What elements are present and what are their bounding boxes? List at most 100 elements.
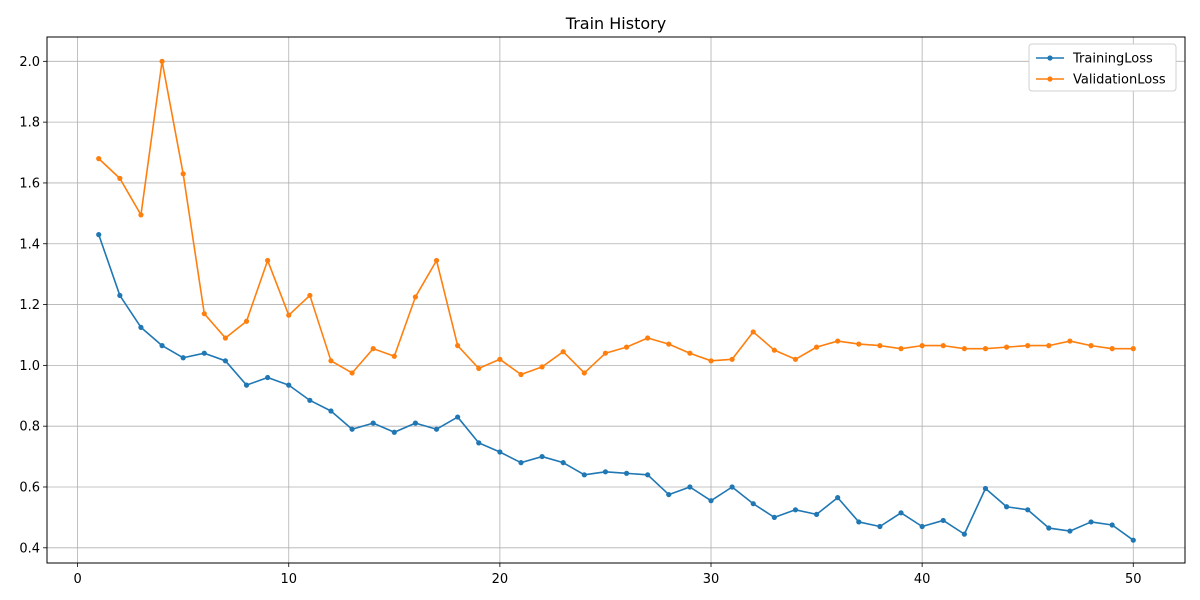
series-validationloss bbox=[96, 58, 1136, 378]
data-point bbox=[581, 370, 587, 376]
data-point bbox=[222, 358, 229, 364]
data-point bbox=[159, 58, 165, 64]
data-point bbox=[623, 344, 630, 350]
data-point bbox=[307, 292, 313, 299]
data-point bbox=[433, 426, 440, 432]
data-point bbox=[1046, 343, 1052, 349]
axis-layer: 0 10 20 30 40 50 0.4 0.6 0.8 1.0 1.2 1.4 1.6 1.8 2.0 bbox=[19, 55, 1141, 587]
data-point bbox=[1109, 522, 1115, 528]
data-point bbox=[961, 346, 967, 352]
data-point bbox=[792, 356, 799, 362]
y-tick-label: 1.8 bbox=[19, 116, 40, 131]
data-point bbox=[1088, 343, 1094, 349]
data-point bbox=[455, 343, 461, 349]
data-point bbox=[961, 531, 967, 537]
x-tick-label: 20 bbox=[492, 572, 509, 587]
data-point bbox=[1003, 344, 1010, 350]
x-tick-label: 50 bbox=[1125, 572, 1142, 587]
data-point bbox=[750, 501, 756, 507]
x-tick-label: 40 bbox=[914, 572, 931, 587]
data-point bbox=[1088, 519, 1094, 525]
data-point bbox=[898, 510, 904, 516]
data-point bbox=[201, 311, 207, 317]
data-point bbox=[835, 495, 841, 501]
series-line bbox=[97, 234, 1134, 541]
grid-layer bbox=[47, 37, 1185, 563]
data-point bbox=[560, 349, 566, 355]
data-point bbox=[687, 350, 693, 356]
y-tick-label: 2.0 bbox=[19, 55, 40, 70]
data-point bbox=[455, 414, 461, 420]
data-point bbox=[813, 511, 820, 517]
data-point bbox=[560, 460, 566, 466]
data-point bbox=[180, 355, 186, 361]
data-point bbox=[328, 358, 334, 364]
data-point bbox=[919, 523, 925, 530]
data-point bbox=[898, 346, 904, 352]
data-point bbox=[602, 469, 609, 475]
data-point bbox=[982, 346, 989, 352]
chart-title: Train History bbox=[565, 14, 666, 33]
data-point bbox=[940, 343, 946, 349]
data-point bbox=[391, 353, 397, 359]
series-line bbox=[98, 60, 1134, 376]
data-point bbox=[222, 335, 229, 341]
data-point bbox=[1003, 504, 1010, 510]
data-point bbox=[370, 420, 376, 426]
y-tick-label: 1.2 bbox=[19, 298, 40, 313]
data-point bbox=[476, 365, 482, 372]
data-point bbox=[1025, 507, 1031, 513]
data-point bbox=[243, 382, 250, 388]
data-point bbox=[940, 517, 946, 524]
data-point bbox=[328, 408, 334, 414]
data-point bbox=[1109, 346, 1115, 352]
data-point bbox=[835, 338, 841, 344]
data-point bbox=[1130, 537, 1136, 543]
data-point bbox=[1046, 525, 1052, 531]
data-point bbox=[750, 329, 756, 335]
legend-marker bbox=[1047, 76, 1053, 82]
data-point bbox=[96, 232, 102, 238]
data-point bbox=[138, 212, 144, 218]
data-point bbox=[518, 371, 524, 378]
data-point bbox=[813, 344, 820, 350]
data-point bbox=[497, 356, 503, 362]
data-point bbox=[856, 519, 862, 525]
series-layer bbox=[96, 58, 1136, 543]
data-point bbox=[117, 175, 123, 181]
data-point bbox=[792, 507, 799, 513]
data-point bbox=[201, 350, 207, 356]
legend-box bbox=[1028, 43, 1177, 92]
data-point bbox=[1067, 528, 1073, 534]
data-point bbox=[391, 429, 397, 435]
data-point bbox=[307, 397, 313, 403]
data-point bbox=[518, 460, 524, 466]
legend-entry-validationloss: ValidationLoss bbox=[1036, 73, 1166, 88]
data-point bbox=[877, 343, 883, 349]
y-tick-label: 0.6 bbox=[19, 480, 40, 495]
series-trainingloss bbox=[96, 232, 1136, 543]
y-tick-label: 1.0 bbox=[19, 359, 40, 374]
data-point bbox=[539, 453, 545, 460]
data-point bbox=[1130, 346, 1136, 352]
data-point bbox=[433, 257, 440, 264]
data-point bbox=[243, 318, 250, 324]
data-point bbox=[982, 485, 989, 492]
data-point bbox=[919, 343, 925, 349]
data-point bbox=[96, 156, 102, 162]
data-point bbox=[349, 370, 355, 376]
data-point bbox=[1067, 338, 1073, 344]
data-point bbox=[602, 350, 609, 356]
x-tick-label: 0 bbox=[73, 572, 81, 587]
data-point bbox=[412, 294, 419, 300]
data-point bbox=[286, 312, 292, 318]
y-tick-label: 0.4 bbox=[19, 541, 40, 556]
data-point bbox=[497, 449, 503, 455]
data-point bbox=[666, 341, 672, 347]
data-point bbox=[771, 514, 777, 520]
legend: TrainingLoss ValidationLoss bbox=[1028, 43, 1177, 92]
data-point bbox=[645, 472, 651, 478]
data-point bbox=[729, 356, 735, 362]
data-point bbox=[117, 292, 123, 299]
